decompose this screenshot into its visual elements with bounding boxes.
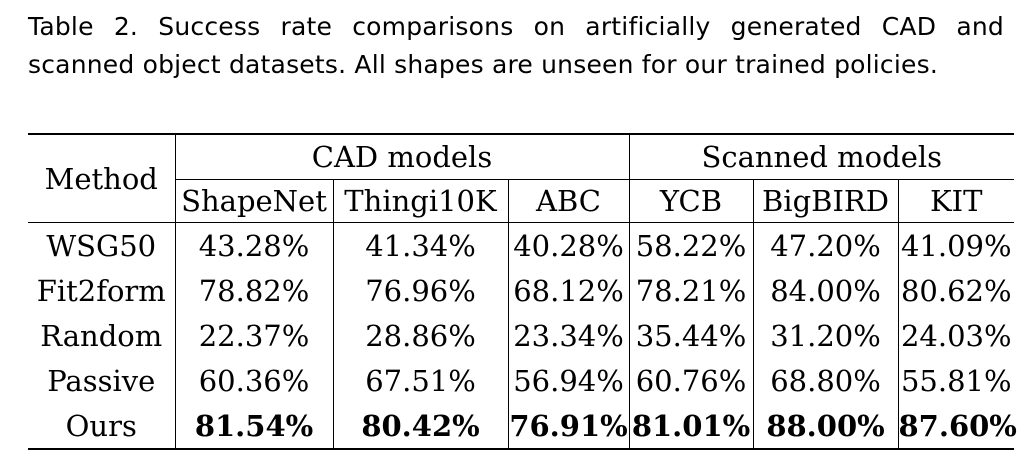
column-header-bigbird: BigBIRD	[752, 179, 898, 223]
row-method: Passive	[47, 363, 156, 398]
cell-value: 60.76%	[628, 358, 753, 403]
cell-value: 47.20%	[752, 222, 898, 268]
cell-value: 28.86%	[332, 313, 508, 358]
cell-value: 81.54%	[174, 403, 333, 450]
cell-value: 31.20%	[752, 313, 898, 358]
caption-line-2: scanned object datasets. All shapes are …	[28, 50, 938, 79]
cell-value: 43.28%	[174, 222, 333, 268]
table-caption: Table 2. Success rate comparisons on art…	[28, 8, 1004, 84]
row-method: Random	[40, 318, 163, 353]
column-header-thingi10k: Thingi10K	[332, 179, 508, 223]
cell-value: 41.09%	[897, 222, 1015, 268]
row-method: Fit2form	[36, 273, 166, 308]
cell-value: 24.03%	[897, 313, 1015, 358]
table-row-wsg50: WSG50 43.28% 41.34% 40.28% 58.22% 47.20%…	[28, 222, 1015, 268]
cell-value: 88.00%	[752, 403, 898, 450]
table-row-random: Random 22.37% 28.86% 23.34% 35.44% 31.20…	[28, 313, 1015, 358]
results-table: Method CAD models Scanned models ShapeNe…	[28, 133, 1017, 450]
table-row-passive: Passive 60.36% 67.51% 56.94% 60.76% 68.8…	[28, 358, 1015, 403]
cell-value: 81.01%	[628, 403, 753, 450]
cell-value: 58.22%	[628, 222, 753, 268]
row-method: WSG50	[46, 228, 157, 263]
cell-value: 68.80%	[752, 358, 898, 403]
cell-value: 80.62%	[897, 268, 1015, 313]
cell-value: 67.51%	[332, 358, 508, 403]
cell-value: 23.34%	[507, 313, 629, 358]
cell-value: 84.00%	[752, 268, 898, 313]
cell-value: 55.81%	[897, 358, 1015, 403]
cell-value: 35.44%	[628, 313, 753, 358]
cell-value: 80.42%	[332, 403, 508, 450]
group-header-scanned: Scanned models	[628, 133, 1015, 180]
cell-value: 41.34%	[332, 222, 508, 268]
column-header-abc: ABC	[507, 179, 629, 223]
method-header: Method	[28, 133, 175, 223]
column-header-ycb: YCB	[628, 179, 753, 223]
cell-value: 56.94%	[507, 358, 629, 403]
cell-value: 40.28%	[507, 222, 629, 268]
cell-value: 78.82%	[174, 268, 333, 313]
cell-value: 60.36%	[174, 358, 333, 403]
cell-value: 78.21%	[628, 268, 753, 313]
caption-line-1: Table 2. Success rate comparisons on art…	[28, 12, 1004, 41]
column-header-shapenet: ShapeNet	[174, 179, 333, 223]
table-row-ours: Ours 81.54% 80.42% 76.91% 81.01% 88.00% …	[28, 403, 1017, 450]
cell-value: 76.96%	[332, 268, 508, 313]
cell-value: 22.37%	[174, 313, 333, 358]
cell-value: 87.60%	[897, 403, 1017, 450]
group-header-cad: CAD models	[174, 133, 629, 180]
cell-value: 68.12%	[507, 268, 629, 313]
table-row-fit2form: Fit2form 78.82% 76.96% 68.12% 78.21% 84.…	[28, 268, 1015, 313]
column-header-kit: KIT	[897, 179, 1015, 223]
cell-value: 76.91%	[507, 403, 629, 450]
row-method: Ours	[28, 403, 175, 450]
